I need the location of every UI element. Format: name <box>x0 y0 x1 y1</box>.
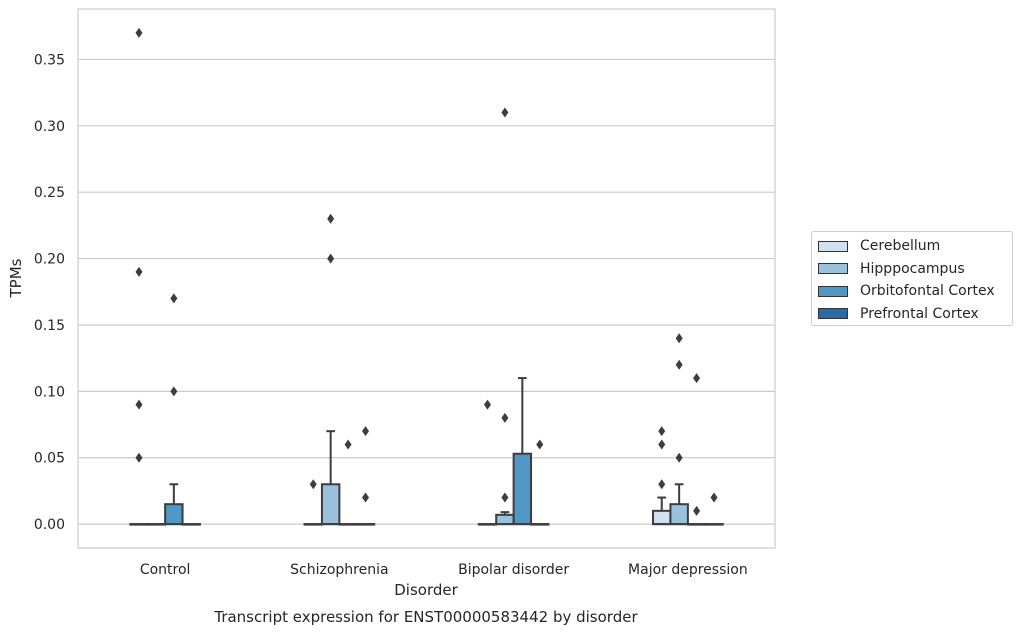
outlier-point <box>327 253 335 264</box>
outlier-point <box>135 27 143 38</box>
legend-label: Prefrontal Cortex <box>860 305 979 322</box>
legend-item: Cerebellum <box>818 235 1012 258</box>
box-3-1 <box>355 523 376 526</box>
outlier-point <box>344 439 352 450</box>
y-tick-label: 0.10 <box>34 384 65 400</box>
outlier-point <box>710 492 718 503</box>
y-tick-label: 0.20 <box>34 252 65 268</box>
x-tick-label: Control <box>140 562 191 578</box>
outlier-point <box>135 266 143 277</box>
box-1-0 <box>146 523 167 526</box>
outlier-point <box>675 333 683 344</box>
outlier-point <box>658 439 666 450</box>
outlier-point <box>135 452 143 463</box>
outlier-point <box>170 386 178 397</box>
box-1-1 <box>320 430 341 526</box>
legend-item: Hipppocampus <box>818 258 1012 281</box>
y-axis-title: TPMs <box>7 258 25 298</box>
legend: Cerebellum Hipppocampus Orbitofontal Corte… <box>811 231 1013 326</box>
legend-item: Orbitofontal Cortex <box>818 280 1012 303</box>
box-body <box>495 513 515 526</box>
legend-item: Prefrontal Cortex <box>818 303 1012 326</box>
outlier-points <box>135 27 718 516</box>
box-body <box>164 503 184 526</box>
outlier-point <box>693 505 701 516</box>
outlier-point <box>362 426 370 437</box>
box-1-3 <box>669 483 689 526</box>
outlier-point <box>501 492 509 503</box>
y-tick-label: 0.35 <box>34 52 65 68</box>
y-tick-label: 0.30 <box>34 119 65 135</box>
legend-swatch <box>818 240 848 252</box>
outlier-point <box>693 373 701 384</box>
outlier-point <box>483 399 491 410</box>
box-0-2 <box>477 523 498 526</box>
outlier-point <box>135 399 143 410</box>
y-tick-label: 0.05 <box>34 451 65 467</box>
box-body <box>512 452 533 526</box>
box-2-0 <box>164 483 184 526</box>
x-tick-label: Bipolar disorder <box>458 562 569 578</box>
outlier-point <box>362 492 370 503</box>
box-3-3 <box>704 523 724 526</box>
x-axis-title: Disorder <box>394 581 458 599</box>
boxes <box>129 377 724 526</box>
y-tick-label: 0.15 <box>34 318 65 334</box>
outlier-point <box>309 479 317 490</box>
box-body <box>669 503 689 526</box>
outlier-point <box>501 412 509 423</box>
box-3-0 <box>181 523 201 526</box>
box-body <box>652 509 672 526</box>
outlier-point <box>658 426 666 437</box>
box-1-2 <box>495 511 515 526</box>
x-tick-labels: Control Schizophrenia Bipolar disorder Majo… <box>140 562 748 578</box>
y-tick-label: 0.25 <box>34 185 65 201</box>
box-0-0 <box>129 523 149 526</box>
legend-label: Orbitofontal Cortex <box>860 283 995 300</box>
chart-title: Transcript expression for ENST0000058344… <box>213 608 638 626</box>
box-0-3 <box>652 496 672 526</box>
y-tick-labels: 0.00 0.05 0.10 0.15 0.20 0.25 0.30 0.35 <box>34 52 65 533</box>
plot-area-frame <box>77 8 776 549</box>
gridlines <box>78 58 775 525</box>
outlier-point <box>501 107 509 118</box>
outlier-point <box>658 479 666 490</box>
legend-label: Hipppocampus <box>860 260 965 277</box>
x-tick-label: Schizophrenia <box>290 562 388 578</box>
outlier-point <box>170 293 178 304</box>
legend-swatch <box>818 308 848 320</box>
box-2-1 <box>338 523 358 526</box>
legend-swatch <box>818 285 848 297</box>
legend-swatch <box>818 263 848 275</box>
outlier-point <box>675 452 683 463</box>
box-3-2 <box>530 523 550 526</box>
outlier-point <box>675 359 683 370</box>
box-0-1 <box>303 523 323 526</box>
box-2-3 <box>686 523 707 526</box>
box-2-2 <box>512 377 533 526</box>
legend-label: Cerebellum <box>860 238 941 255</box>
box-body <box>320 483 341 526</box>
outlier-point <box>536 439 544 450</box>
outlier-point <box>327 213 335 224</box>
x-tick-label: Major depression <box>628 562 748 578</box>
y-tick-label: 0.00 <box>34 517 65 533</box>
